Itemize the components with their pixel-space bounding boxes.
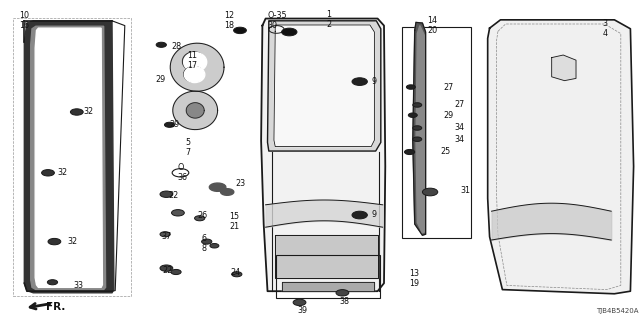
Text: 31: 31 xyxy=(461,186,471,195)
Circle shape xyxy=(232,272,242,277)
Polygon shape xyxy=(184,52,207,72)
Polygon shape xyxy=(282,282,374,291)
Text: 3
4: 3 4 xyxy=(603,19,608,37)
Polygon shape xyxy=(184,66,204,82)
Circle shape xyxy=(413,103,422,107)
Circle shape xyxy=(422,188,438,196)
Text: 9: 9 xyxy=(371,210,376,219)
Circle shape xyxy=(160,191,173,197)
Polygon shape xyxy=(268,21,381,151)
Text: TJB4B5420A: TJB4B5420A xyxy=(596,308,639,314)
Polygon shape xyxy=(170,43,224,91)
Text: 14
20: 14 20 xyxy=(428,16,438,35)
Text: 24: 24 xyxy=(230,268,241,277)
Text: 23: 23 xyxy=(236,180,246,188)
Circle shape xyxy=(413,126,422,130)
Polygon shape xyxy=(488,20,634,294)
Text: 34: 34 xyxy=(454,135,465,144)
Text: 22: 22 xyxy=(168,191,179,200)
Text: 11
17: 11 17 xyxy=(188,52,198,70)
Polygon shape xyxy=(184,67,205,83)
Text: 29: 29 xyxy=(444,111,454,120)
Circle shape xyxy=(234,27,246,34)
Circle shape xyxy=(42,170,54,176)
Polygon shape xyxy=(552,55,576,81)
Circle shape xyxy=(352,211,367,219)
Circle shape xyxy=(172,210,184,216)
Text: 37: 37 xyxy=(162,232,172,241)
Circle shape xyxy=(352,78,367,85)
Circle shape xyxy=(202,239,212,244)
Text: 27: 27 xyxy=(444,83,454,92)
Text: 5
7: 5 7 xyxy=(186,138,191,156)
Circle shape xyxy=(336,290,349,296)
Text: 10
16: 10 16 xyxy=(19,12,29,30)
Text: 34: 34 xyxy=(454,124,465,132)
Polygon shape xyxy=(416,26,424,233)
Bar xyxy=(13,18,131,296)
Text: 29: 29 xyxy=(170,120,180,129)
Circle shape xyxy=(171,269,181,275)
Circle shape xyxy=(404,149,415,155)
Polygon shape xyxy=(186,103,204,118)
Text: 32: 32 xyxy=(67,237,77,246)
Circle shape xyxy=(406,85,415,89)
Text: 27: 27 xyxy=(454,100,465,109)
Text: 28: 28 xyxy=(172,42,182,51)
Polygon shape xyxy=(261,19,385,291)
Circle shape xyxy=(160,232,170,237)
Bar xyxy=(402,27,471,238)
Polygon shape xyxy=(182,52,205,71)
Text: 9: 9 xyxy=(371,77,376,86)
Text: 38: 38 xyxy=(339,297,349,306)
Text: 32: 32 xyxy=(83,108,93,116)
Circle shape xyxy=(47,280,58,285)
Text: 29: 29 xyxy=(156,76,166,84)
Polygon shape xyxy=(173,91,218,130)
Circle shape xyxy=(282,28,297,36)
Circle shape xyxy=(408,113,417,117)
Polygon shape xyxy=(275,235,378,278)
Circle shape xyxy=(293,299,306,306)
Polygon shape xyxy=(209,183,226,191)
Text: 39: 39 xyxy=(298,306,308,315)
Polygon shape xyxy=(221,189,234,195)
Circle shape xyxy=(70,109,83,115)
Polygon shape xyxy=(31,26,106,290)
Circle shape xyxy=(48,238,61,245)
Text: 25: 25 xyxy=(440,148,451,156)
Polygon shape xyxy=(35,28,102,287)
Circle shape xyxy=(195,216,205,221)
Text: 13
19: 13 19 xyxy=(410,269,420,288)
Polygon shape xyxy=(24,21,114,293)
Polygon shape xyxy=(274,25,374,147)
Text: 26: 26 xyxy=(197,211,207,220)
Circle shape xyxy=(156,42,166,47)
Text: O
36: O 36 xyxy=(178,164,188,182)
Text: 6
8: 6 8 xyxy=(202,235,207,253)
Circle shape xyxy=(210,244,219,248)
Text: 22: 22 xyxy=(162,266,172,275)
Text: 12
18: 12 18 xyxy=(224,12,234,30)
Polygon shape xyxy=(413,22,426,235)
Text: 32: 32 xyxy=(58,168,68,177)
Text: 15
21: 15 21 xyxy=(229,212,239,231)
Circle shape xyxy=(164,122,175,127)
Text: 33: 33 xyxy=(74,281,84,290)
Text: 1
2: 1 2 xyxy=(326,10,332,28)
Bar xyxy=(276,255,380,298)
Circle shape xyxy=(413,137,422,141)
Text: FR.: FR. xyxy=(46,302,65,312)
Text: O-35
30: O-35 30 xyxy=(268,12,287,30)
Circle shape xyxy=(160,265,173,271)
